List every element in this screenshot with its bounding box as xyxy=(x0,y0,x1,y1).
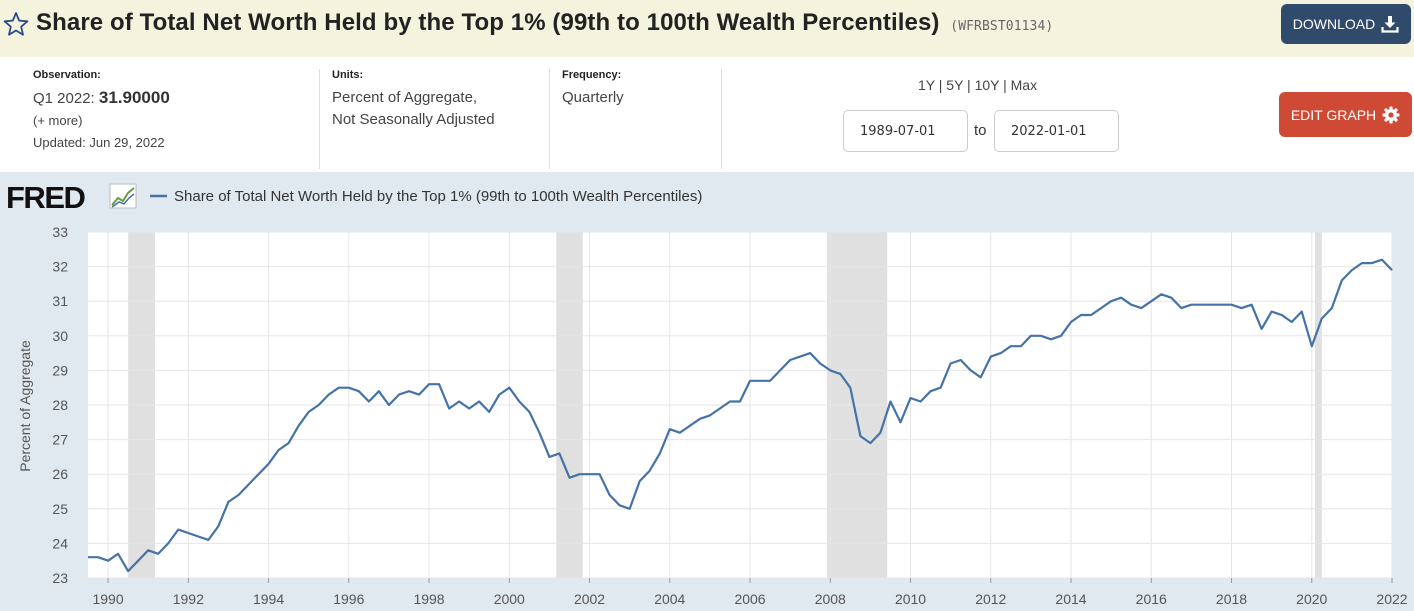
x-tick-label: 2020 xyxy=(1296,591,1327,607)
series-line[interactable] xyxy=(88,258,1393,573)
y-tick-label: 33 xyxy=(52,224,68,240)
start-date-input[interactable]: 1989-07-01 xyxy=(843,110,968,152)
legend-label[interactable]: Share of Total Net Worth Held by the Top… xyxy=(174,188,702,205)
edit-graph-button[interactable]: EDIT GRAPH xyxy=(1279,92,1412,137)
page-title: Share of Total Net Worth Held by the Top… xyxy=(36,9,1053,37)
y-tick-label: 27 xyxy=(52,432,68,448)
x-tick-label: 2004 xyxy=(654,591,685,607)
chart-area: FRED Share of Total Net Worth Held by th… xyxy=(0,172,1414,611)
divider xyxy=(319,69,320,169)
y-tick-label: 32 xyxy=(52,259,68,275)
date-range-links[interactable]: 1Y | 5Y | 10Y | Max xyxy=(918,77,1038,93)
x-tick-label: 1992 xyxy=(173,591,204,607)
x-tick-label: 2010 xyxy=(895,591,926,607)
star-icon[interactable] xyxy=(2,10,30,38)
units-line1: Percent of Aggregate, xyxy=(332,89,478,106)
x-tick-label: 2016 xyxy=(1136,591,1167,607)
edit-graph-label: EDIT GRAPH xyxy=(1290,106,1377,123)
observation-panel: Observation: Q1 2022: 31.90000 (+ more) … xyxy=(33,69,170,154)
x-tick-label: 1996 xyxy=(333,591,364,607)
y-tick-label: 23 xyxy=(52,570,68,586)
download-icon xyxy=(1381,16,1399,33)
x-tick-label: 2012 xyxy=(975,591,1006,607)
units-label: Units: xyxy=(332,69,364,81)
end-date-input[interactable]: 2022-01-01 xyxy=(994,110,1119,152)
more-observations-link[interactable]: (+ more) xyxy=(33,113,83,128)
x-tick-label: 2000 xyxy=(494,591,525,607)
observation-period: Q1 2022: xyxy=(33,90,95,107)
y-tick-label: 24 xyxy=(52,535,68,551)
y-tick-label: 26 xyxy=(52,466,68,482)
x-tick-label: 2014 xyxy=(1055,591,1086,607)
download-button[interactable]: DOWNLOAD xyxy=(1281,4,1411,44)
updated-date: Updated: Jun 29, 2022 xyxy=(33,135,165,150)
fred-logo-text: FRED xyxy=(6,180,86,215)
frequency-label: Frequency: xyxy=(562,69,622,81)
x-tick-label: 2002 xyxy=(574,591,605,607)
y-tick-label: 25 xyxy=(52,501,68,517)
series-title: Share of Total Net Worth Held by the Top… xyxy=(36,9,940,36)
frequency-value: Quarterly xyxy=(562,89,624,106)
fred-logo[interactable]: FRED xyxy=(6,180,137,215)
x-tick-label: 2018 xyxy=(1216,591,1247,607)
chart-icon xyxy=(109,183,137,209)
gear-icon xyxy=(1382,106,1400,123)
x-tick-label: 1990 xyxy=(92,591,123,607)
x-tick-label: 1998 xyxy=(413,591,444,607)
series-id: (WFRBST01134) xyxy=(950,19,1054,34)
series-info-bar: Observation: Q1 2022: 31.90000 (+ more) … xyxy=(0,57,1414,172)
x-tick-label: 1994 xyxy=(253,591,284,607)
y-tick-label: 28 xyxy=(52,397,68,413)
y-axis-label: Percent of Aggregate xyxy=(17,340,33,472)
download-label: DOWNLOAD xyxy=(1292,16,1376,32)
frequency-panel: Frequency: Quarterly xyxy=(562,69,624,109)
divider xyxy=(549,69,550,169)
observation-label: Observation: xyxy=(33,69,101,81)
y-tick-label: 29 xyxy=(52,362,68,378)
x-tick-label: 2008 xyxy=(815,591,846,607)
line-chart: FRED Share of Total Net Worth Held by th… xyxy=(6,180,1408,607)
y-tick-label: 31 xyxy=(52,293,68,309)
observation-value: 31.90000 xyxy=(98,88,170,107)
x-tick-label: 2022 xyxy=(1376,591,1407,607)
x-tick-label: 2006 xyxy=(734,591,765,607)
divider xyxy=(721,69,722,169)
units-panel: Units: Percent of Aggregate, Not Seasona… xyxy=(332,69,495,131)
title-bar: Share of Total Net Worth Held by the Top… xyxy=(0,0,1414,57)
units-line2: Not Seasonally Adjusted xyxy=(332,111,495,128)
to-label: to xyxy=(974,122,987,139)
y-tick-label: 30 xyxy=(52,328,68,344)
observation-row: Q1 2022: 31.90000 xyxy=(33,87,170,110)
